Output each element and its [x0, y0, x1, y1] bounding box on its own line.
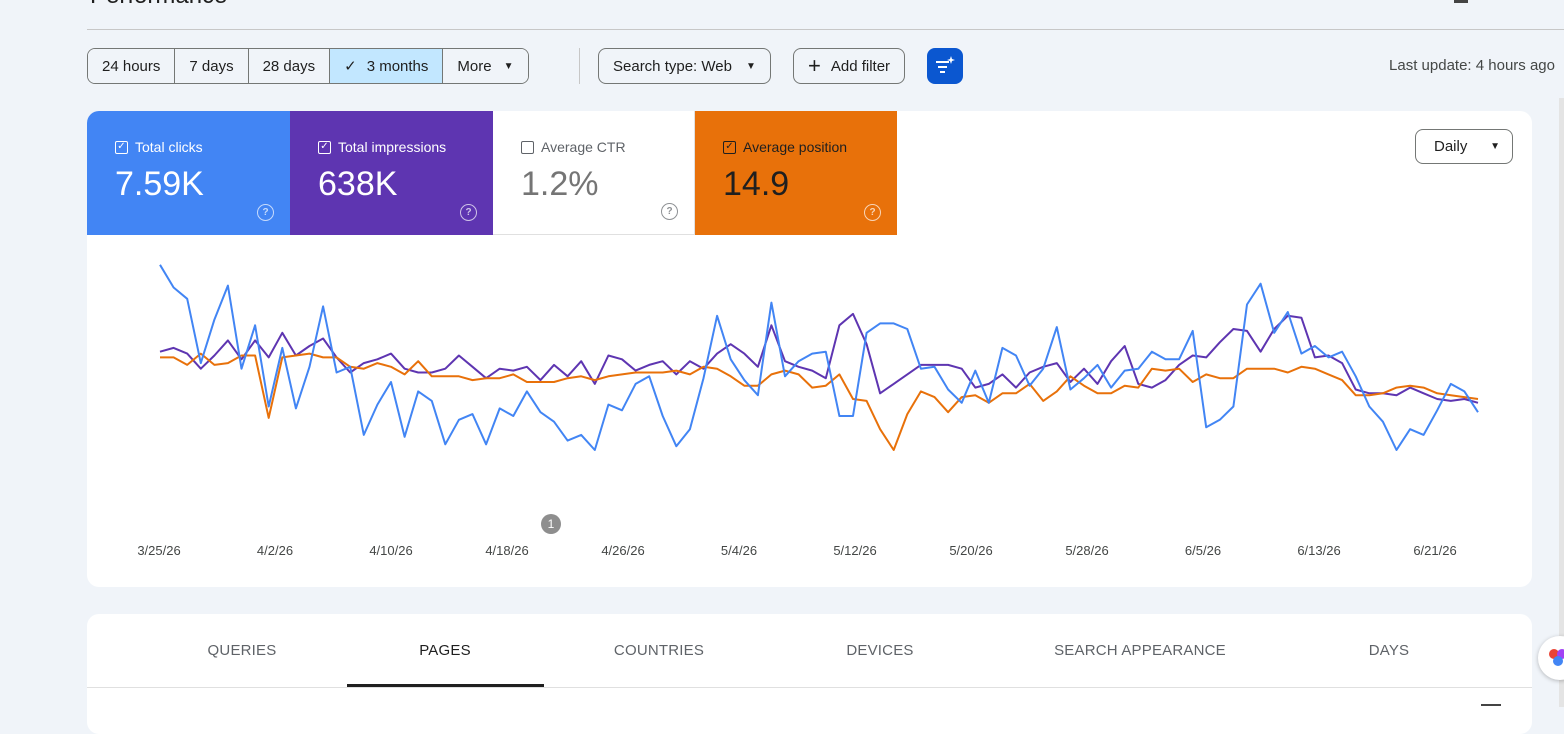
metric-value: 14.9	[723, 165, 790, 203]
help-icon[interactable]: ?	[460, 204, 477, 221]
range-more-button[interactable]: More ▼	[443, 49, 528, 83]
page-scrollbar[interactable]	[1559, 98, 1564, 707]
x-tick-label: 5/12/26	[833, 543, 877, 558]
check-icon: ✓	[344, 58, 357, 75]
metric-label: Average position	[743, 139, 848, 155]
active-tab-indicator	[347, 684, 544, 687]
ai-filter-button[interactable]	[927, 48, 963, 84]
range-label: 7 days	[189, 57, 234, 75]
add-filter-label: Add filter	[830, 57, 891, 75]
x-tick-label: 6/5/26	[1184, 543, 1222, 558]
title-divider	[87, 29, 1564, 30]
table-menu-icon[interactable]	[1481, 704, 1501, 706]
series-line-total-clicks	[159, 264, 1479, 451]
metric-value: 638K	[318, 165, 398, 203]
help-icon[interactable]: ?	[661, 203, 678, 220]
add-filter-button[interactable]: + Add filter	[793, 48, 906, 84]
metric-label: Total impressions	[338, 139, 447, 155]
granularity-dropdown[interactable]: Daily ▼	[1415, 129, 1513, 164]
x-tick-label: 6/13/26	[1297, 543, 1341, 558]
range-label: 28 days	[262, 57, 316, 75]
help-icon[interactable]: ?	[864, 204, 881, 221]
checkbox-checked-icon: ✓	[723, 140, 736, 154]
last-update-text: Last update: 4 hours ago	[1389, 57, 1555, 74]
range-24-hours-button[interactable]: 24 hours	[88, 49, 176, 83]
performance-chart-card: ✓ Total clicks 7.59K ? ✓ Total impressions…	[87, 111, 1532, 587]
x-tick-label: 5/20/26	[949, 543, 993, 558]
x-tick-label: 5/28/26	[1065, 543, 1109, 558]
help-icon[interactable]: ?	[257, 204, 274, 221]
dropdown-arrow-icon: ▼	[1490, 141, 1500, 152]
tab-devices[interactable]: Devices	[846, 642, 914, 659]
plus-icon: +	[808, 53, 821, 78]
series-line-total-impressions	[159, 312, 1479, 404]
range-28-days-button[interactable]: 28 days	[248, 49, 331, 83]
page-title: Performance	[90, 0, 227, 10]
x-tick-label: 5/4/26	[720, 543, 758, 558]
menu-icon[interactable]	[1454, 0, 1468, 3]
tab-pages[interactable]: Pages	[419, 642, 471, 659]
dropdown-arrow-icon: ▼	[503, 60, 514, 72]
x-tick-label: 4/10/26	[369, 543, 413, 558]
annotation-marker[interactable]: 1	[541, 514, 561, 534]
checkbox-checked-icon: ✓	[115, 140, 128, 154]
metric-average-position[interactable]: ✓ Average position 14.9 ?	[695, 111, 897, 235]
x-tick-label: 4/2/26	[256, 543, 294, 558]
x-tick-label: 3/25/26	[137, 543, 181, 558]
dropdown-arrow-icon: ▼	[745, 60, 756, 72]
sparkle-filter-icon	[936, 56, 955, 73]
range-label: 3 months	[366, 57, 429, 75]
metric-value: 7.59K	[115, 165, 204, 203]
report-tabs-card: Queries Pages Countries Devices Search a…	[87, 614, 1532, 734]
metric-label: Total clicks	[135, 139, 203, 155]
tab-queries[interactable]: Queries	[207, 642, 277, 659]
assistant-floating-button[interactable]	[1538, 636, 1564, 680]
tab-days[interactable]: Days	[1368, 642, 1410, 659]
tab-countries[interactable]: Countries	[613, 642, 705, 659]
date-range-selector: 24 hours 7 days 28 days ✓ 3 months More ▼	[87, 48, 529, 84]
tab-search-appearance[interactable]: Search appearance	[1054, 642, 1226, 659]
metric-total-clicks[interactable]: ✓ Total clicks 7.59K ?	[87, 111, 290, 235]
metric-total-impressions[interactable]: ✓ Total impressions 638K ?	[290, 111, 493, 235]
range-3-months-button[interactable]: ✓ 3 months	[330, 49, 444, 83]
metric-label: Average CTR	[541, 139, 626, 155]
checkbox-checked-icon: ✓	[318, 140, 331, 154]
metric-average-ctr[interactable]: Average CTR 1.2% ?	[493, 111, 695, 235]
toolbar-divider	[579, 48, 580, 84]
x-tick-label: 4/18/26	[485, 543, 529, 558]
range-label: More	[457, 57, 492, 75]
search-type-dropdown[interactable]: Search type: Web ▼	[598, 48, 771, 84]
granularity-label: Daily	[1434, 138, 1468, 155]
assistant-icon	[1549, 649, 1564, 666]
search-type-label: Search type: Web	[613, 57, 732, 75]
x-tick-label: 4/26/26	[601, 543, 645, 558]
tabs-divider	[87, 687, 1532, 688]
performance-line-chart	[159, 264, 1479, 451]
series-line-average-position	[160, 352, 1479, 451]
checkbox-unchecked-icon	[521, 140, 534, 154]
range-label: 24 hours	[102, 57, 161, 75]
range-7-days-button[interactable]: 7 days	[175, 49, 249, 83]
x-tick-label: 6/21/26	[1413, 543, 1457, 558]
metric-value: 1.2%	[521, 165, 599, 203]
